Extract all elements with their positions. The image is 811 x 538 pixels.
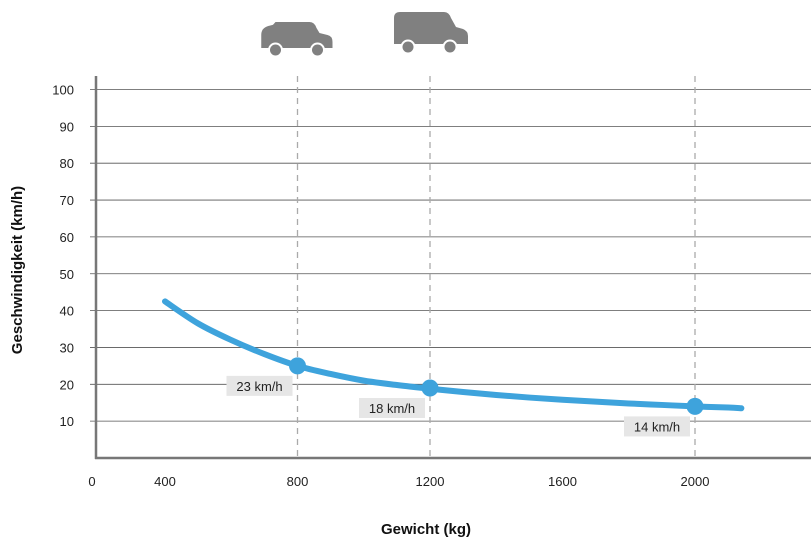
y-tick-label: 30 [60,340,74,355]
x-tick-label: 0 [88,474,95,489]
car-body [394,12,468,44]
point-label: 14 km/h [634,419,680,434]
x-tick-label: 1600 [548,474,577,489]
x-tick-label: 800 [287,474,309,489]
y-tick-label: 10 [60,414,74,429]
suv-icon [394,12,468,55]
series [162,298,745,412]
point-label-bg [226,375,293,396]
y-tick-label: 100 [52,83,74,98]
wheel [444,41,456,53]
y-tick-label: 90 [60,119,74,134]
y-tick-label: 80 [60,156,74,171]
data-point [289,357,306,375]
wheel [270,44,281,56]
x-axis-title: Gewicht (kg) [381,521,471,538]
vehicle-icons [261,12,468,58]
axes: 10 20 30 40 50 60 70 80 90 100 0 400 800 1200 1600 2000 [52,76,811,489]
wheel [402,41,414,53]
y-tick-label: 60 [60,230,74,245]
data-point [686,397,704,415]
x-tick-label: 2000 [681,474,710,489]
x-tick-label: 400 [154,474,176,489]
y-tick-label: 40 [60,304,74,319]
data-point [421,379,439,397]
point-label-bg [624,416,690,437]
y-axis-title: Geschwindigkeit (km/h) [9,186,26,354]
compact-car-icon [262,22,333,58]
series-line [162,298,745,412]
car-body [262,22,333,48]
y-tick-label: 70 [60,193,74,208]
data-points: 23 km/h 18 km/h 14 km/h [226,357,704,437]
y-tick-label: 50 [60,267,74,282]
x-tick-label: 1200 [416,474,445,489]
reference-lines [296,76,696,458]
point-label: 18 km/h [369,401,415,416]
y-tick-label: 20 [60,377,74,392]
point-label: 23 km/h [236,379,282,394]
wheel [312,44,323,56]
point-label-bg [359,397,425,418]
grid-lines [90,89,811,422]
